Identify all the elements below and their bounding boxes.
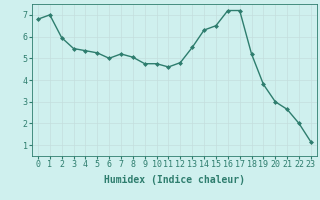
- X-axis label: Humidex (Indice chaleur): Humidex (Indice chaleur): [104, 175, 245, 185]
